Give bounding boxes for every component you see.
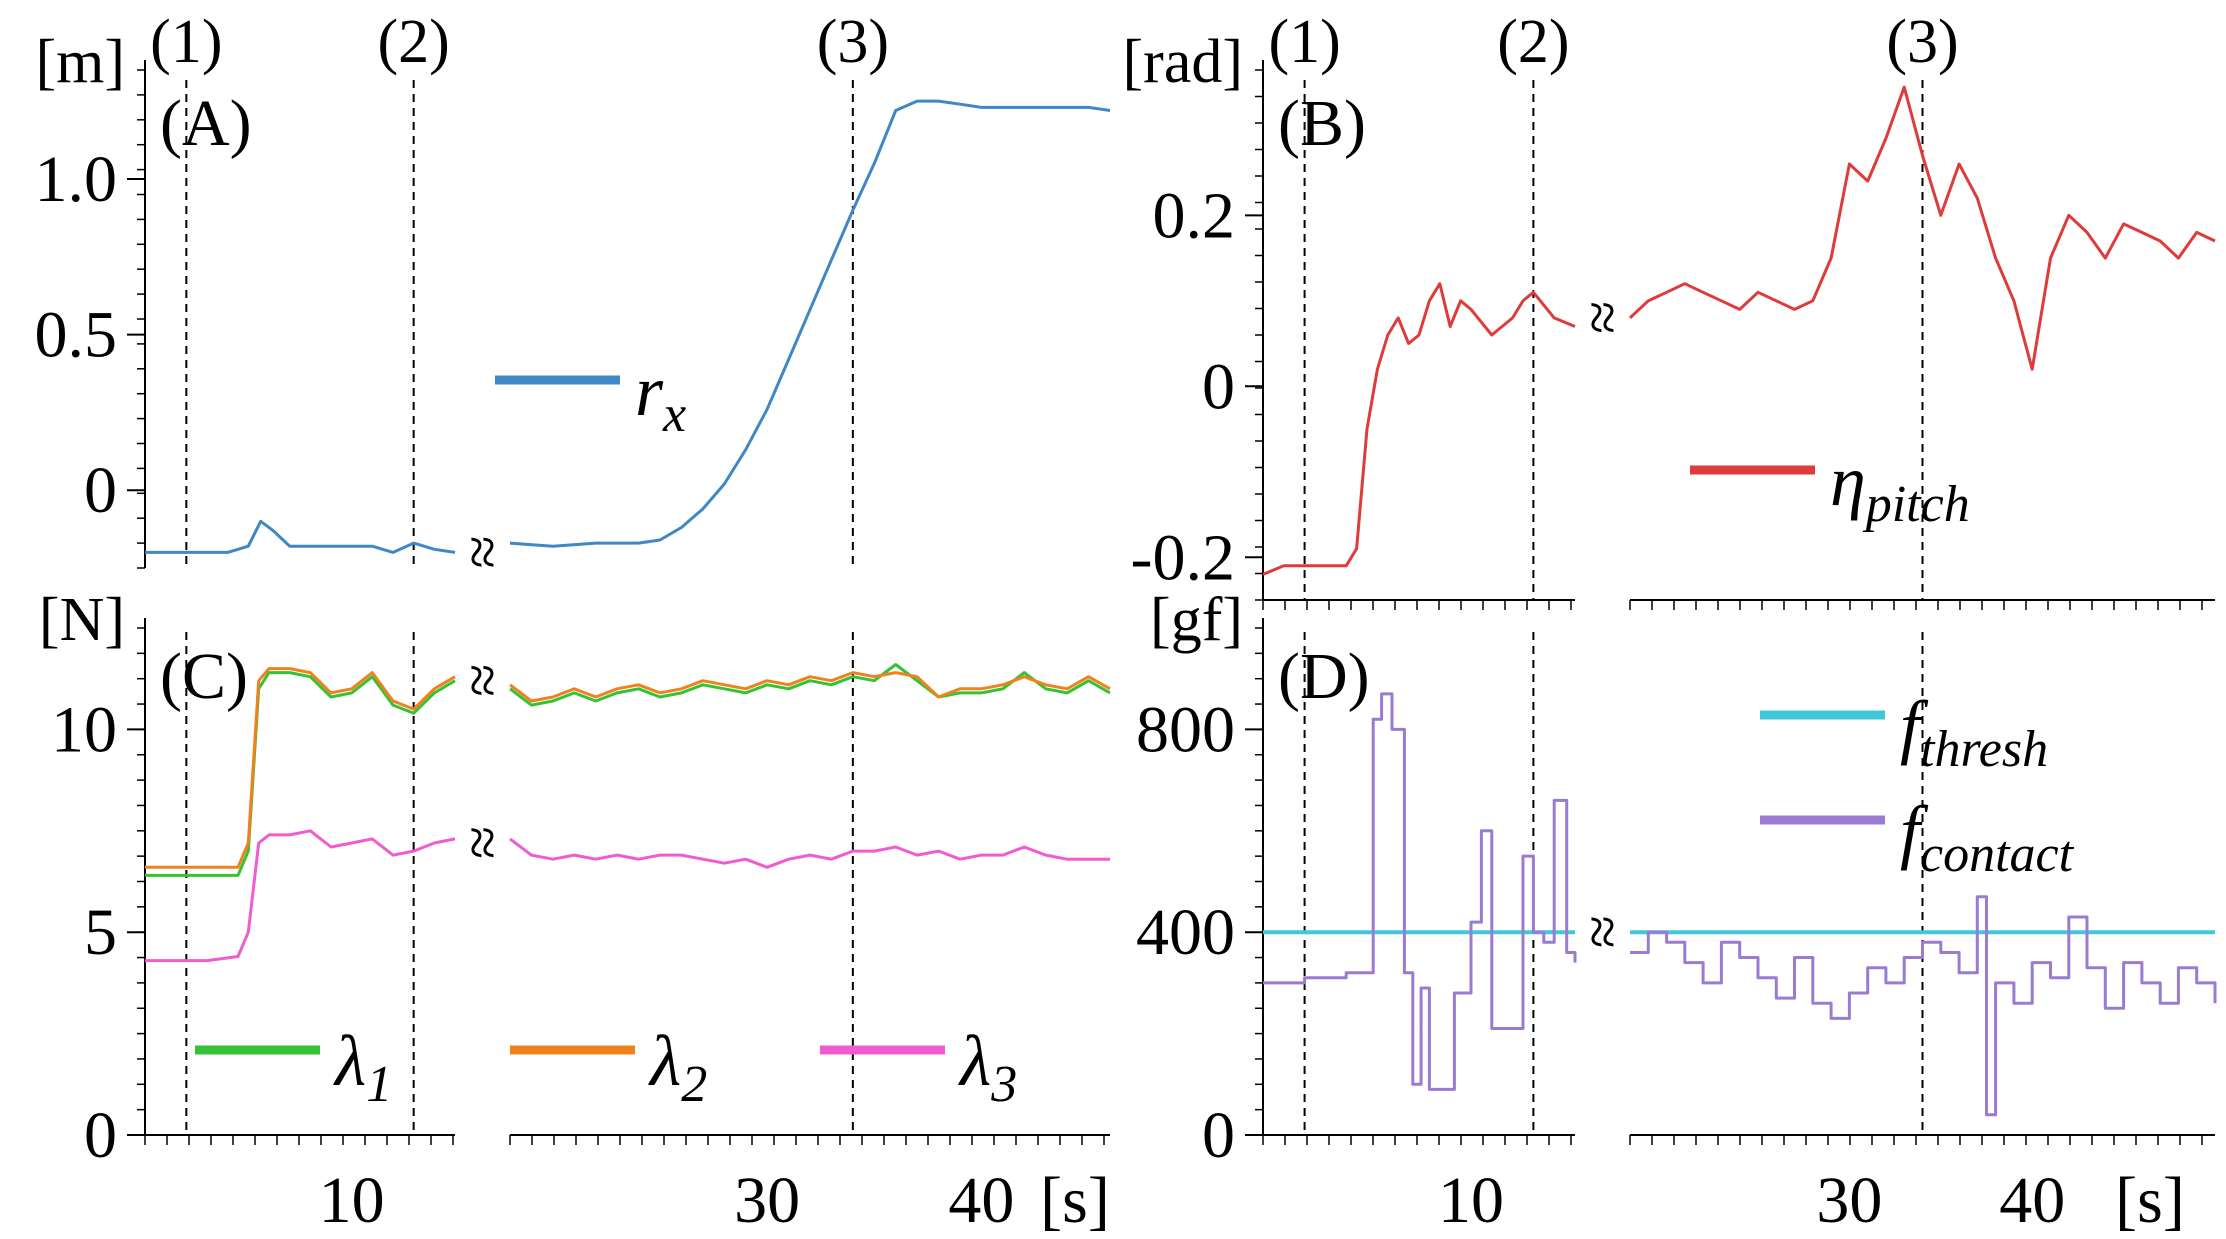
series-line-lambda_2 (145, 667, 456, 869)
event-labels: (1) (2) (3) (1) (2) (3) (150, 8, 1958, 76)
legend-symbol: λ (958, 1021, 991, 1101)
legend-subscript: pitch (1862, 476, 1970, 533)
y-tick-label: 1.0 (35, 143, 118, 216)
legend-subscript: contact (1920, 826, 2075, 883)
legend-label: λ1 (333, 1021, 392, 1113)
y-unit-label: [m] (35, 28, 125, 96)
axis-break-mark: ≈ (1570, 301, 1636, 334)
legend-label: fcontact (1900, 791, 2075, 883)
y-tick-label: 0 (84, 454, 117, 527)
axis-break-mark: ≈ (450, 536, 516, 569)
legend-symbol: η (1830, 441, 1866, 521)
panel-a: 0 0.5 1.0 [m] ≈ (A) rx (35, 28, 1111, 569)
event-label-a: (3) (817, 8, 889, 76)
legend-label: ηpitch (1830, 441, 1970, 533)
event-label-b: (1) (1268, 8, 1340, 76)
y-unit-label: [N] (39, 586, 125, 654)
series-line-lambda_3 (145, 829, 456, 963)
y-tick-label: 0.5 (35, 299, 118, 372)
legend-subscript: x (662, 386, 686, 443)
x-tick-label: 40 (948, 1164, 1014, 1237)
panel-label: (B) (1278, 87, 1366, 160)
axis-break-mark: ≈ (1570, 916, 1636, 949)
x-unit-label: [s] (1040, 1164, 1110, 1237)
y-tick-label: 10 (51, 693, 117, 766)
legend-label: rx (635, 351, 686, 443)
y-tick-label: 0 (1202, 350, 1235, 423)
y-tick-label: 5 (84, 896, 117, 969)
x-tick-label: 30 (1816, 1164, 1882, 1237)
legend-subscript: 1 (366, 1056, 392, 1113)
axis-break-mark: ≈ (450, 664, 516, 697)
legend-label: λ2 (648, 1021, 707, 1113)
series-line-lambda_1 (145, 671, 456, 877)
panel-label: (D) (1278, 640, 1370, 713)
x-tick-label: 10 (1438, 1164, 1504, 1237)
panel-label: (C) (160, 640, 248, 713)
series-line-eta_pitch (1628, 85, 2216, 371)
y-tick-label: 0 (84, 1099, 117, 1172)
event-label-a: (1) (150, 8, 222, 76)
panel-label: (A) (160, 87, 252, 160)
panel-b: -0.2 0 0.2 [rad] ≈ (B) ηpitch (1123, 28, 2216, 610)
event-label-a: (2) (378, 8, 450, 76)
panel-d: 0 400 800 [gf] ≈ (D) fthresh fcontact 10 30 40 [s] (1136, 586, 2217, 1237)
series-line-lambda_3 (509, 837, 1110, 869)
y-tick-label: 0.2 (1153, 179, 1236, 252)
legend-subscript: 2 (681, 1056, 707, 1113)
legend-label: fthresh (1900, 686, 2048, 778)
event-label-b: (2) (1497, 8, 1569, 76)
legend-label: λ3 (958, 1021, 1017, 1113)
y-tick-label: -0.2 (1131, 521, 1235, 594)
legend-subscript: thresh (1920, 721, 2048, 778)
legend-symbol: r (635, 351, 664, 431)
legend-subscript: 3 (990, 1056, 1017, 1113)
x-unit-label: [s] (2115, 1164, 2185, 1237)
event-label-b: (3) (1886, 8, 1958, 76)
x-tick-label: 40 (1999, 1164, 2065, 1237)
x-tick-label: 30 (734, 1164, 800, 1237)
series-line-r_x (509, 99, 1111, 548)
series-line-lambda_1 (509, 663, 1111, 707)
series-line-f_contact (1630, 895, 2217, 1117)
series-line-f_contact (1263, 692, 1577, 1091)
axis-break-mark: ≈ (450, 826, 516, 859)
y-unit-label: [rad] (1123, 28, 1243, 96)
y-tick-label: 0 (1202, 1099, 1235, 1172)
y-tick-label: 400 (1136, 896, 1235, 969)
x-tick-label: 10 (319, 1164, 385, 1237)
y-tick-label: 800 (1136, 693, 1235, 766)
legend-symbol: λ (648, 1021, 681, 1101)
legend-symbol: λ (333, 1021, 366, 1101)
series-line-lambda_2 (509, 671, 1111, 703)
series-line-eta_pitch (1262, 282, 1576, 576)
series-line-r_x (145, 519, 456, 554)
y-unit-label: [gf] (1150, 586, 1243, 654)
